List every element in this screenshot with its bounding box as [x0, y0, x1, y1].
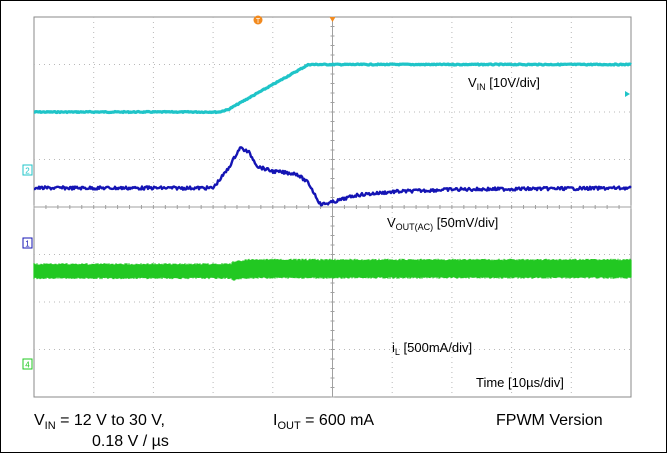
time-scale-label: Time [10µs/div] [472, 374, 568, 391]
trigger-icon-text: T [256, 18, 261, 25]
caption-version: FPWM Version [496, 412, 603, 429]
grid [33, 16, 632, 398]
trigger-position-icon [329, 17, 336, 22]
channel-1-marker [22, 237, 33, 249]
traces [33, 62, 632, 281]
il-trace [33, 258, 632, 281]
vin-trace-label: VIN [10V/div] [468, 75, 540, 92]
caption-vin: VIN = 12 V to 30 V, [34, 412, 165, 432]
trigger-level-icon [625, 91, 630, 97]
vin-trace [33, 62, 632, 115]
channel-2-marker-text: 2 [25, 167, 30, 176]
vout-trace-label: VOUT(AC) [50mV/div] [387, 215, 499, 232]
channel-4-marker [22, 358, 33, 370]
vout-trace [33, 146, 632, 207]
caption-slew-rate: 0.18 V / µs [92, 433, 169, 450]
il-trace-label: iL [500mA/div] [392, 340, 473, 357]
channel-2-marker [22, 164, 33, 176]
channel-markers: 2 1 4 T [22, 15, 630, 370]
channel-4-marker-text: 4 [25, 361, 30, 370]
trigger-icon [253, 15, 263, 25]
channel-1-marker-text: 1 [25, 240, 30, 249]
caption-iout: IOUT = 600 mA [273, 412, 375, 432]
